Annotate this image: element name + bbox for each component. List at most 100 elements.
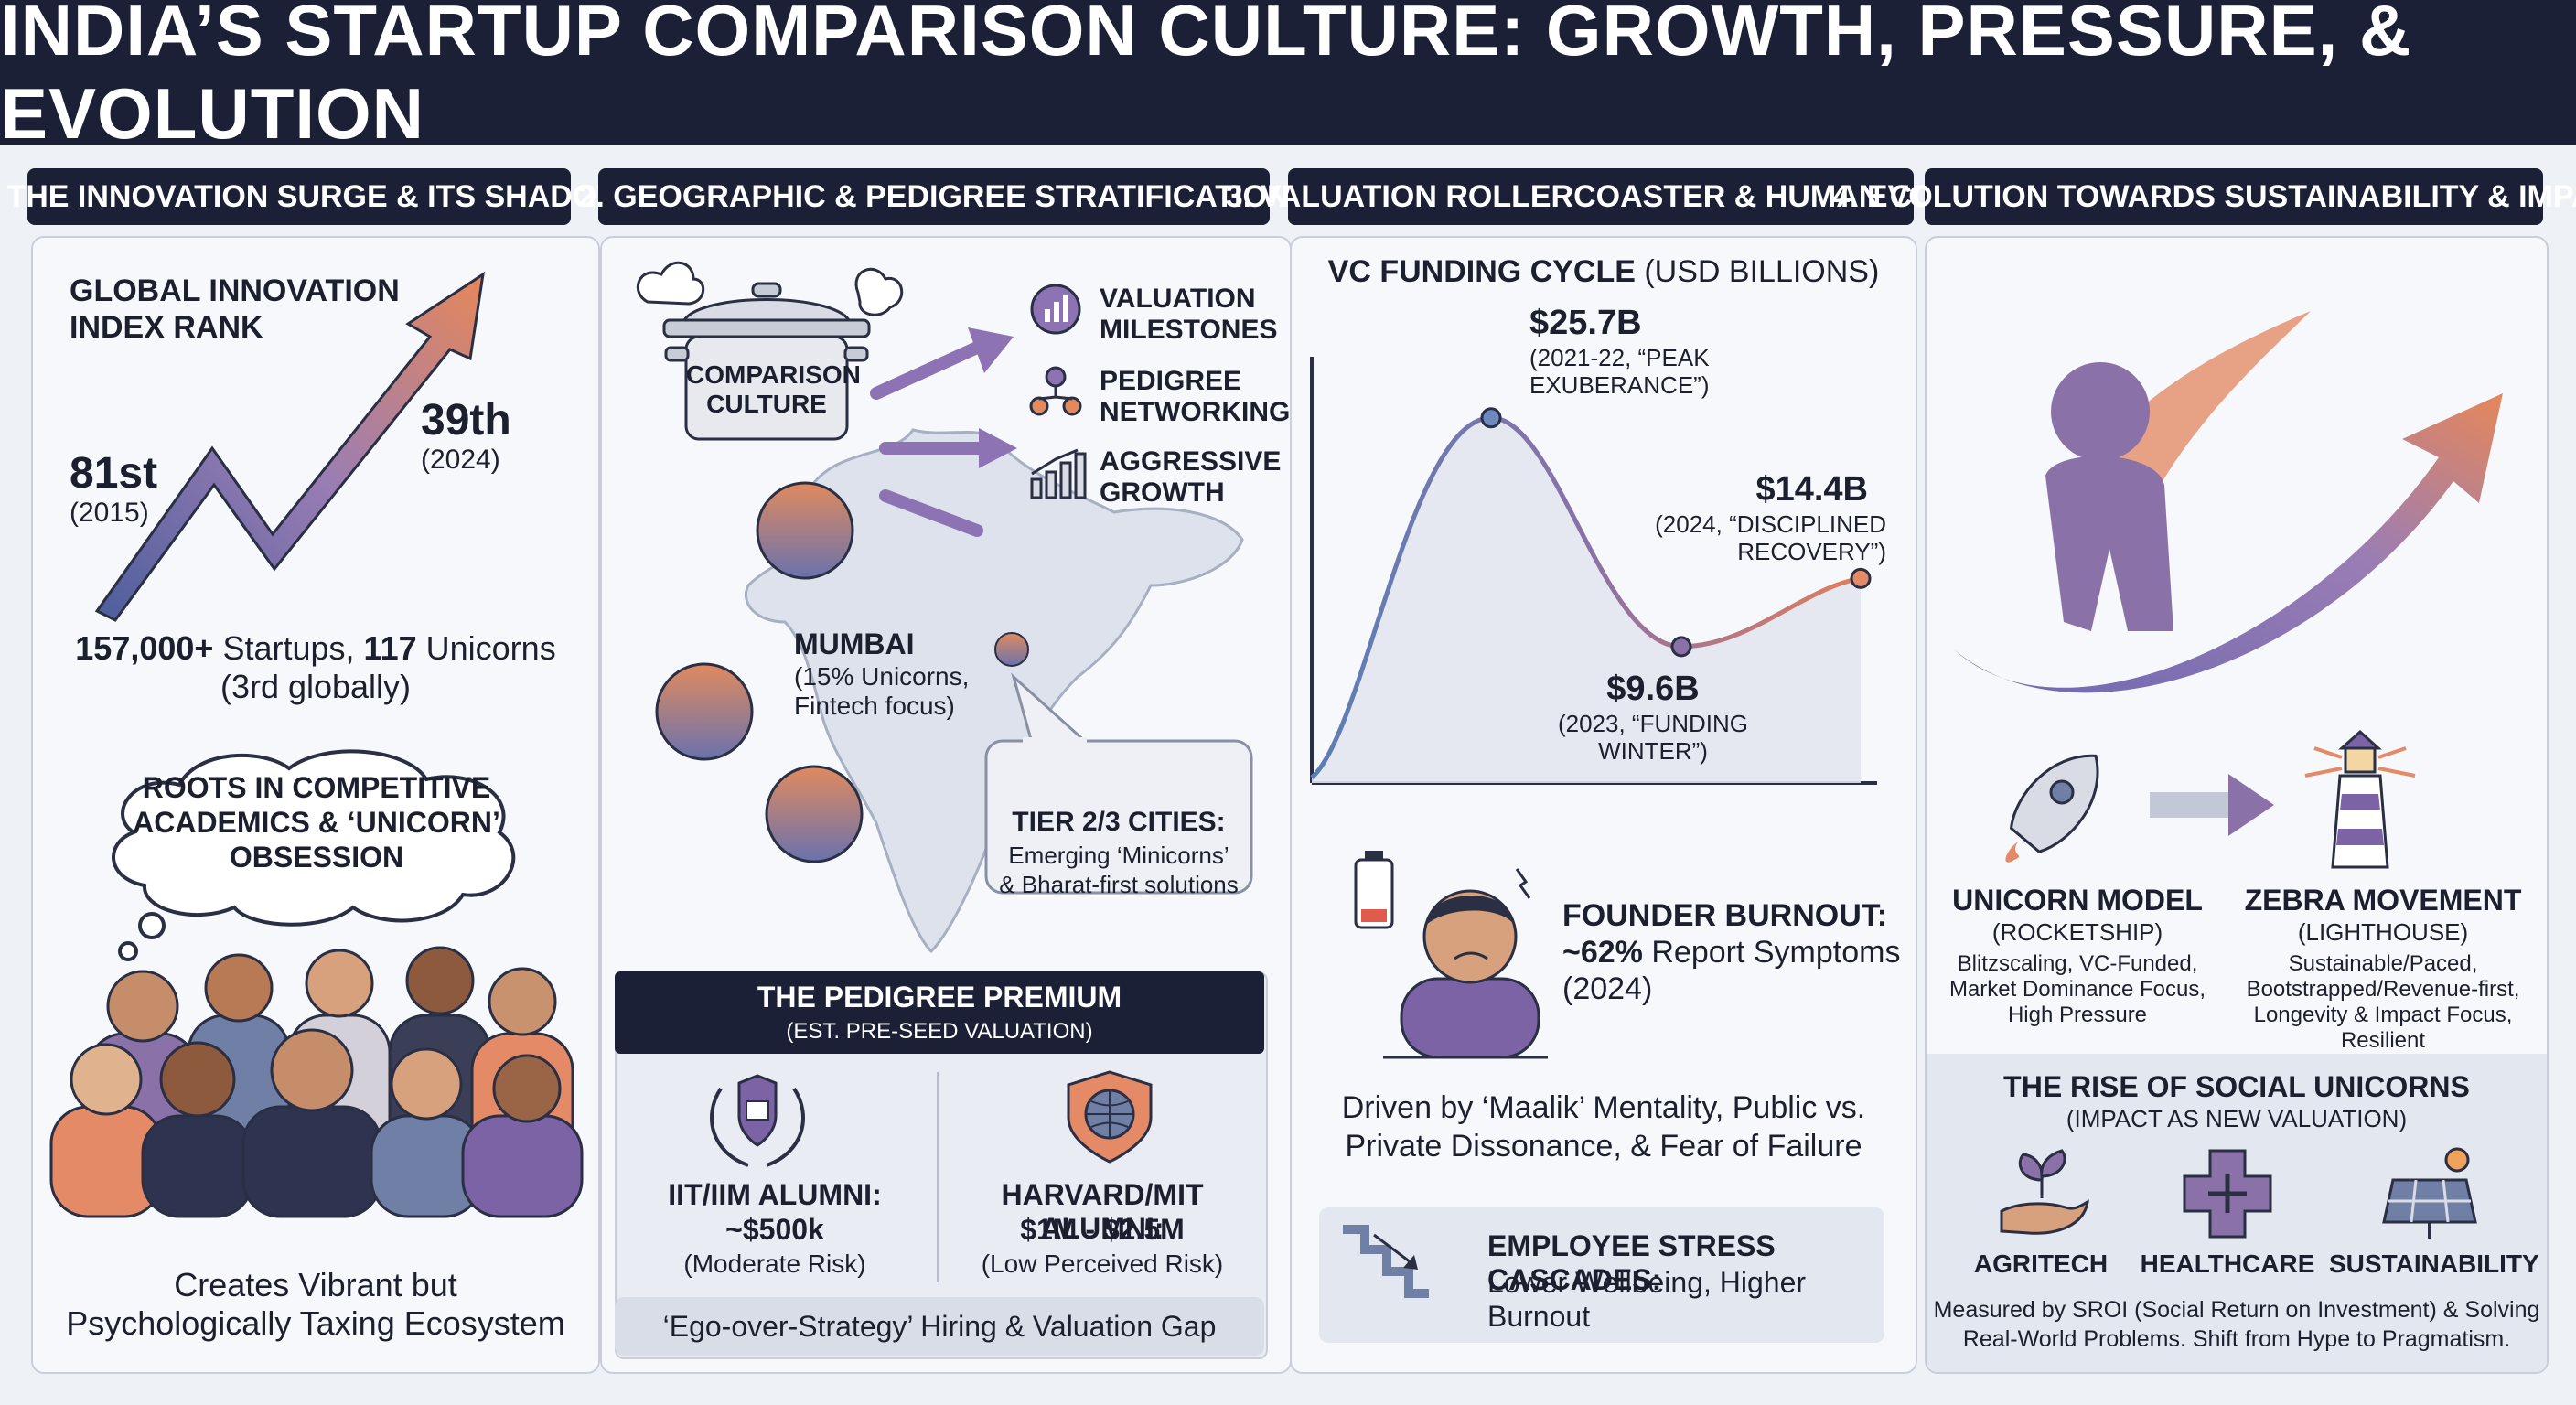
section-heading-4: 4. EVOLUTION TOWARDS SUSTAINABILITY & IM… [1832, 168, 2576, 225]
rank-2024: 39th [421, 396, 511, 445]
unicorns-rank: (3rd globally) [220, 668, 412, 705]
roots-line1: ROOTS IN COMPETITIVE [142, 771, 491, 804]
rank-arrow-icon [94, 271, 485, 622]
premium-sub: (EST. PRE-SEED VALUATION) [786, 1019, 1093, 1044]
gap-bar: ‘Ego-over-Strategy’ Hiring & Valuation G… [615, 1297, 1264, 1356]
arrow-label-pedigree-1: PEDIGREE [1100, 366, 1242, 396]
coin-chart-icon [1030, 284, 1081, 335]
burnout-year: (2024) [1562, 971, 1653, 1006]
stress-title: EMPLOYEE STRESS CASCADES: [1487, 1229, 1776, 1296]
harvard-risk: (Low Perceived Risk) [981, 1249, 1224, 1278]
chart-title-unit: (USD BILLIONS) [1644, 254, 1880, 289]
thought-cloud-icon [112, 749, 516, 961]
chart-point-peak [1480, 407, 1502, 429]
globe-shield-icon [1067, 1070, 1153, 1164]
panel-geographic: COMPARISON CULTURE VALUATION MILESTONES … [600, 236, 1292, 1374]
driven-line2: Private Dissonance, & Fear of Failure [1345, 1129, 1862, 1164]
harvard-label: HARVARD/MIT ALUMNI: [1001, 1178, 1204, 1245]
unicorn-sub: (ROCKETSHIP) [1991, 918, 2163, 946]
burnout-person-icon [1354, 851, 1548, 1059]
roots-line3: OBSESSION [229, 841, 404, 874]
burnout-title: FOUNDER BURNOUT: [1562, 898, 1888, 933]
recovery-note-2: RECOVERY”) [1737, 538, 1886, 565]
startup-stats: 157,000+ Startups, 117 Unicorns [33, 629, 598, 668]
stress-sub: Lower Wellbeing, Higher Burnout [1487, 1266, 1807, 1333]
peak-value: $25.7B [1530, 304, 1642, 342]
peak-note-1: (2021-22, “PEAK [1530, 344, 1710, 371]
city-east-marker [994, 632, 1029, 667]
zebra-line1: Sustainable/Paced, [2288, 951, 2478, 976]
tier-line1: Emerging ‘Minicorns’ [1008, 842, 1229, 869]
zebra-sub: (LIGHTHOUSE) [2297, 918, 2469, 946]
plant-hand-icon [2000, 1149, 2089, 1235]
arrow-label-growth-2: GROWTH [1100, 477, 1225, 508]
gii-label-line1: GLOBAL INNOVATION [70, 273, 400, 308]
chart-point-winter [1670, 636, 1692, 658]
sroi-line2: Real-World Problems. Shift from Hype to … [1962, 1326, 2511, 1352]
panel-innovation: GLOBAL INNOVATION INDEX RANK 81st (2015)… [31, 236, 600, 1374]
pot-icon [636, 261, 904, 441]
harvard-value: $1M - $2.5M [1020, 1213, 1185, 1246]
tier-title: TIER 2/3 CITIES: [1012, 807, 1226, 837]
cascade-stairs-icon [1343, 1225, 1429, 1298]
year-2015: (2015) [70, 498, 149, 528]
iit-risk: (Moderate Risk) [683, 1249, 866, 1278]
sustainability-label: SUSTAINABILITY [2329, 1249, 2539, 1278]
social-title: THE RISE OF SOCIAL UNICORNS [2003, 1070, 2470, 1103]
winter-note-1: (2023, “FUNDING [1557, 710, 1749, 737]
panel-valuation: VC FUNDING CYCLE (USD BILLIONS) $25.7B (… [1290, 236, 1917, 1374]
sroi-line1: Measured by SROI (Social Return on Inves… [1933, 1297, 2540, 1323]
mumbai-detail-2: Fintech focus) [794, 692, 955, 720]
unicorn-line2: Market Dominance Focus, [1948, 977, 2206, 1002]
winter-value: $9.6B [1606, 670, 1700, 708]
tier-line2: & Bharat-first solutions [999, 871, 1239, 898]
transition-arrow-icon [2150, 774, 2274, 836]
arrow-label-valuation-2: MILESTONES [1100, 315, 1278, 345]
city-mumbai-marker [655, 662, 754, 761]
city-south-marker [765, 765, 864, 863]
unicorn-line3: High Pressure [2007, 1003, 2148, 1027]
section-heading-3: 3. VALUATION ROLLERCOASTER & HUMAN COST [1226, 168, 1976, 225]
chart-point-recovery [1850, 567, 1872, 589]
city-north-marker [756, 481, 854, 580]
footer-line2: Psychologically Taxing Ecosystem [66, 1304, 565, 1342]
laurel-shield-icon [710, 1074, 805, 1167]
title-bar: INDIA’S STARTUP COMPARISON CULTURE: GROW… [0, 0, 2576, 154]
vc-funding-chart [1310, 357, 1877, 785]
gii-label-line2: INDEX RANK [70, 310, 263, 345]
agritech-label: AGRITECH [1973, 1249, 2109, 1278]
rocket-icon [2005, 754, 2099, 863]
people-crowd-icon [49, 946, 584, 1218]
year-2024: (2024) [421, 445, 500, 475]
burnout-stat: ~62% Report Symptoms [1562, 935, 1900, 971]
social-sub: (IMPACT AS NEW VALUATION) [2066, 1105, 2408, 1132]
roots-line2: ACADEMICS & ‘UNICORN’ [133, 806, 500, 839]
zebra-title: ZEBRA MOVEMENT [2244, 884, 2522, 917]
burnout-label: Report Symptoms [1651, 935, 1901, 970]
unicorns-label: Unicorns [425, 629, 556, 667]
page-title: INDIA’S STARTUP COMPARISON CULTURE: GROW… [0, 0, 2412, 154]
gap-text: ‘Ego-over-Strategy’ Hiring & Valuation G… [662, 1310, 1217, 1343]
arrow-label-growth-1: AGGRESSIVE [1100, 446, 1282, 477]
pedigree-divider [937, 1072, 939, 1282]
unicorns-count: 117 [363, 629, 417, 667]
city-markers [655, 481, 1029, 863]
iit-value: ~$500k [725, 1213, 824, 1246]
winter-note-2: WINTER”) [1598, 737, 1708, 765]
growth-bars-icon [1030, 448, 1087, 499]
chart-line [1310, 415, 1862, 779]
chart-title-bold: VC FUNDING CYCLE [1327, 254, 1636, 289]
arrow-label-pedigree-2: NETWORKING [1100, 397, 1291, 427]
mumbai-detail-1: (15% Unicorns, [794, 662, 970, 691]
recovery-note-1: (2024, “DISCIPLINED [1655, 510, 1886, 538]
section-heading-1: 1. THE INNOVATION SURGE & ITS SHADOW [0, 168, 626, 225]
tier-callout [984, 672, 1253, 895]
panel-evolution: UNICORN MODEL (ROCKETSHIP) Blitzscaling,… [1925, 236, 2549, 1374]
chart-area [1312, 417, 1861, 783]
pedigree-header: THE PEDIGREE PREMIUM (EST. PRE-SEED VALU… [615, 971, 1264, 1054]
footer-line1: Creates Vibrant but [174, 1266, 457, 1303]
solar-panel-icon [2382, 1147, 2477, 1239]
zebra-line2: Bootstrapped/Revenue-first, [2246, 977, 2520, 1002]
network-icon [1029, 366, 1082, 416]
lighthouse-icon [2304, 729, 2416, 869]
